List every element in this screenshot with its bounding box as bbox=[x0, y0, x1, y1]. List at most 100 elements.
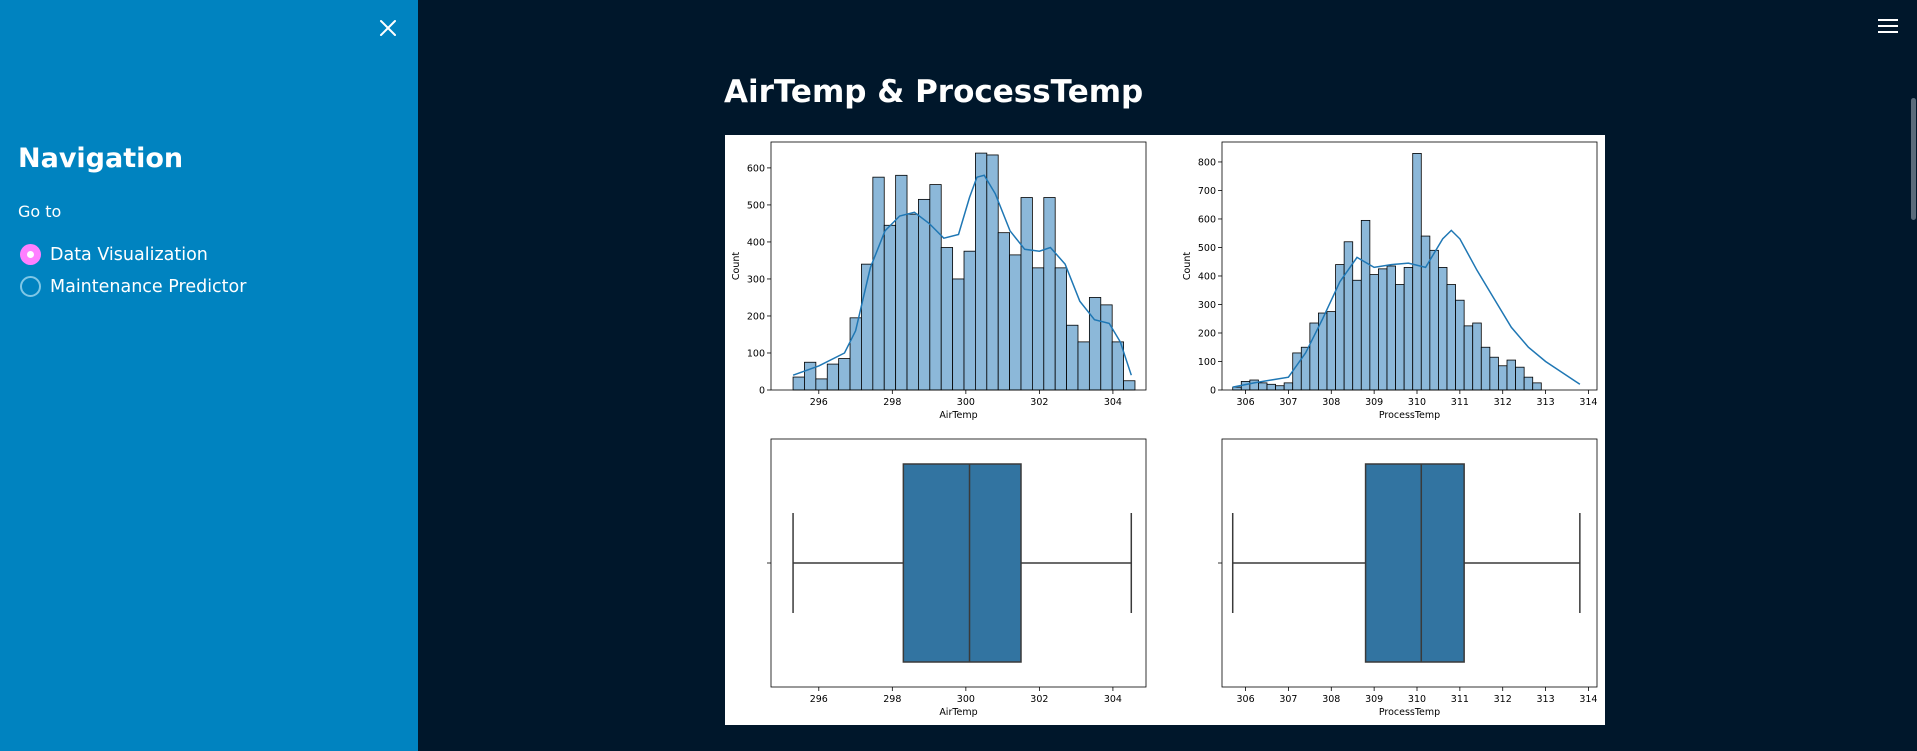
x-tick-label: 302 bbox=[1030, 397, 1048, 408]
close-icon bbox=[380, 20, 396, 36]
x-tick-label: 311 bbox=[1451, 397, 1469, 408]
histogram-bar bbox=[815, 378, 828, 391]
y-tick-label: 100 bbox=[747, 348, 765, 359]
histogram-bar bbox=[1326, 311, 1336, 391]
chart-figure: 0 100 200 300 400 500 600 Count 296 298 300 302 304 A… bbox=[725, 135, 1605, 725]
radio-option-label: Data Visualization bbox=[50, 244, 208, 265]
x-tick-label: 304 bbox=[1104, 694, 1122, 705]
x-tick-label: 314 bbox=[1579, 694, 1597, 705]
y-tick-label: 700 bbox=[1198, 186, 1216, 197]
histogram-bar bbox=[1111, 341, 1124, 391]
histogram-bar bbox=[1054, 267, 1067, 391]
box-iqr bbox=[902, 463, 1022, 663]
x-tick-label: 304 bbox=[1104, 397, 1122, 408]
x-tick-label: 300 bbox=[957, 397, 975, 408]
histogram-bar bbox=[1066, 324, 1079, 391]
x-tick-label: 302 bbox=[1030, 694, 1048, 705]
y-axis-label: Count bbox=[731, 252, 742, 280]
hamburger-menu-icon bbox=[1878, 19, 1898, 33]
histogram-bar bbox=[1523, 376, 1534, 391]
histogram-bar bbox=[1515, 366, 1525, 391]
x-tick-label: 306 bbox=[1237, 397, 1255, 408]
histogram-bar bbox=[1352, 279, 1362, 391]
histogram-bar bbox=[1275, 385, 1285, 391]
histogram-bar bbox=[883, 224, 897, 391]
y-tick-label: 300 bbox=[1198, 300, 1216, 311]
histogram-bar bbox=[1463, 325, 1474, 391]
histogram-bar bbox=[1258, 382, 1268, 391]
x-tick-label: 300 bbox=[957, 694, 975, 705]
histogram-bar bbox=[1343, 241, 1354, 391]
axes-frame bbox=[770, 141, 1147, 391]
histogram-bar bbox=[1506, 359, 1516, 391]
histogram-bar bbox=[975, 152, 988, 391]
y-tick-label: 600 bbox=[747, 163, 765, 174]
histogram-bar bbox=[1438, 267, 1448, 391]
histogram-bar bbox=[1472, 322, 1482, 391]
box-iqr bbox=[1364, 463, 1465, 663]
histogram-bar bbox=[895, 174, 908, 391]
histogram-bar bbox=[1446, 284, 1456, 391]
radio-option-data-visualization[interactable]: Data Visualization bbox=[20, 244, 208, 265]
histogram-bar bbox=[1429, 249, 1439, 391]
histogram-bar bbox=[1395, 284, 1405, 391]
histogram-bar bbox=[929, 184, 942, 391]
kde-line bbox=[1232, 229, 1581, 388]
histogram-bar bbox=[1420, 235, 1431, 391]
x-tick-label: 310 bbox=[1408, 397, 1426, 408]
y-axis-label: Count bbox=[1182, 252, 1193, 280]
histogram-bar bbox=[1412, 153, 1422, 391]
radio-group-label: Go to bbox=[18, 202, 62, 221]
x-tick-label: 308 bbox=[1322, 694, 1340, 705]
histogram-bar bbox=[1378, 268, 1388, 391]
histogram-bar bbox=[792, 376, 805, 391]
histogram-bar bbox=[838, 358, 851, 391]
histogram-bar bbox=[1480, 346, 1491, 391]
histogram-bar bbox=[940, 247, 954, 391]
x-axis-label: AirTemp bbox=[939, 707, 977, 718]
histogram-bar bbox=[1386, 265, 1396, 391]
radio-option-label: Maintenance Predictor bbox=[50, 276, 247, 297]
x-tick-label: 314 bbox=[1579, 397, 1597, 408]
main-menu-button[interactable] bbox=[1876, 16, 1900, 36]
y-tick-label: 100 bbox=[1198, 357, 1216, 368]
y-tick-label: 200 bbox=[747, 311, 765, 322]
radio-selected-icon[interactable] bbox=[20, 244, 41, 265]
x-tick-label: 312 bbox=[1494, 397, 1512, 408]
axes-frame bbox=[770, 438, 1147, 688]
radio-unselected-icon[interactable] bbox=[20, 276, 41, 297]
x-tick-label: 296 bbox=[810, 694, 828, 705]
axes-frame bbox=[1221, 438, 1598, 688]
histogram-bar bbox=[1020, 197, 1033, 391]
sidebar: Navigation Go to Data Visualization Main… bbox=[0, 0, 418, 751]
y-tick-label: 400 bbox=[747, 237, 765, 248]
histogram-bar bbox=[1009, 254, 1022, 391]
axes-frame bbox=[1221, 141, 1598, 391]
histogram-bar bbox=[1489, 356, 1499, 391]
x-tick-label: 312 bbox=[1494, 694, 1512, 705]
y-tick-label: 400 bbox=[1198, 271, 1216, 282]
x-tick-label: 313 bbox=[1537, 397, 1555, 408]
histogram-bar bbox=[1123, 380, 1136, 391]
x-tick-label: 307 bbox=[1279, 694, 1297, 705]
y-tick-label: 600 bbox=[1198, 214, 1216, 225]
y-tick-label: 200 bbox=[1198, 328, 1216, 339]
histogram-bar bbox=[1360, 219, 1371, 391]
x-tick-label: 308 bbox=[1322, 397, 1340, 408]
x-tick-label: 307 bbox=[1279, 397, 1297, 408]
y-tick-label: 800 bbox=[1198, 157, 1216, 168]
histogram-bar bbox=[1077, 341, 1090, 391]
histogram-bar bbox=[1249, 379, 1259, 391]
x-axis-label: AirTemp bbox=[939, 410, 977, 421]
histogram-bar bbox=[963, 250, 976, 391]
histogram-bar bbox=[1403, 267, 1414, 391]
x-tick-label: 298 bbox=[883, 397, 901, 408]
histogram-bar bbox=[1309, 322, 1319, 391]
histogram-bar bbox=[1031, 267, 1045, 391]
kde-line bbox=[792, 174, 1133, 376]
histogram-bar bbox=[1455, 299, 1465, 391]
x-tick-label: 311 bbox=[1451, 694, 1469, 705]
close-sidebar-button[interactable] bbox=[374, 14, 402, 42]
radio-option-maintenance-predictor[interactable]: Maintenance Predictor bbox=[20, 276, 246, 297]
page-scrollbar[interactable] bbox=[1911, 98, 1916, 220]
